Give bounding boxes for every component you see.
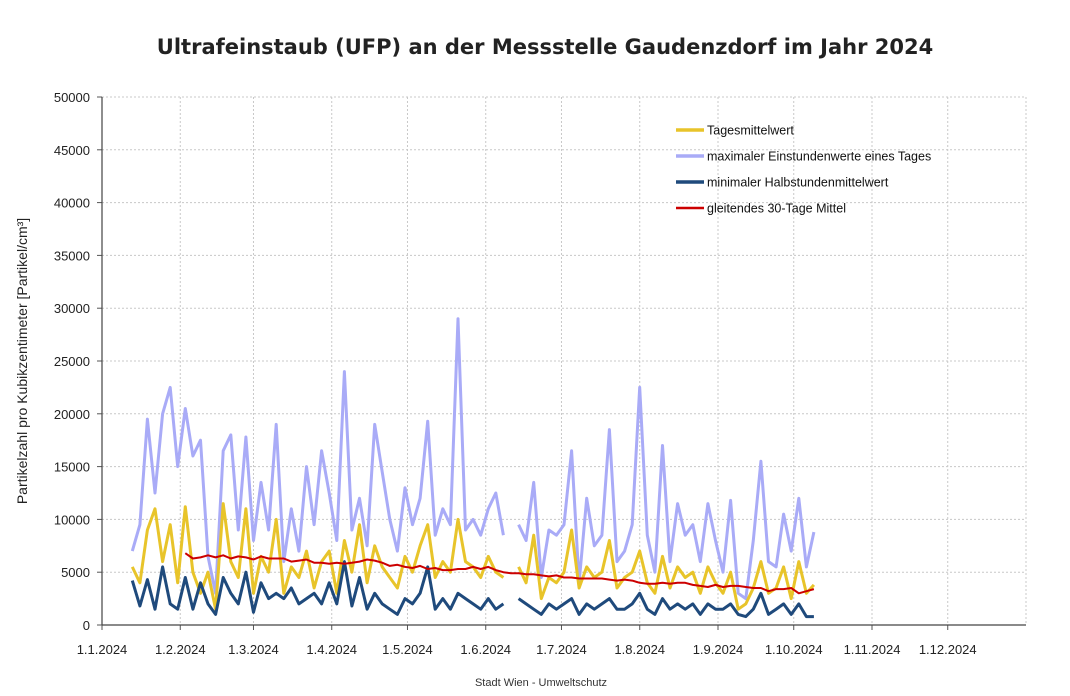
y-axis-label: Partikelzahl pro Kubikzentimeter [Partik…	[14, 218, 30, 504]
y-tick-label: 20000	[54, 407, 90, 422]
y-tick-label: 5000	[61, 565, 90, 580]
legend-label: gleitendes 30-Tage Mittel	[707, 202, 846, 216]
gridlines	[102, 96, 1027, 625]
series-lines	[130, 317, 816, 619]
series-line-3	[184, 552, 815, 595]
y-tick-label: 10000	[54, 512, 90, 527]
x-tick-label: 1.1.2024	[77, 642, 128, 657]
x-tick-label: 1.10.2024	[765, 642, 823, 657]
axes: 0 5000 10000 15000 20000 25000 30000 35000 40000…	[54, 90, 1026, 657]
x-tick-label: 1.9.2024	[693, 642, 744, 657]
x-tick-label: 1.11.2024	[844, 642, 901, 657]
chart-title: Ultrafeinstaub (UFP) an der Messstelle G…	[157, 35, 933, 59]
y-tick-label: 40000	[54, 196, 90, 211]
legend: Tagesmittelwert maximaler Einstundenwerte…	[676, 124, 931, 216]
y-tick-label: 15000	[54, 460, 90, 475]
series-line-0	[130, 502, 816, 611]
y-tick-label: 0	[83, 618, 90, 633]
y-tick-label: 50000	[54, 90, 90, 105]
footer-credit: Stadt Wien - Umweltschutz	[475, 677, 607, 689]
x-tick-label: 1.3.2024	[228, 642, 279, 657]
y-tick-label: 35000	[54, 248, 90, 263]
x-tick-label: 1.6.2024	[460, 642, 511, 657]
x-tick-label: 1.7.2024	[536, 642, 587, 657]
y-tick-label: 45000	[54, 143, 90, 158]
series-line-1	[130, 317, 816, 601]
x-tick-label: 1.12.2024	[919, 642, 977, 657]
legend-label: minimaler Halbstundenmittelwert	[707, 176, 889, 190]
legend-label: Tagesmittelwert	[707, 124, 794, 138]
x-tick-label: 1.2.2024	[155, 642, 206, 657]
x-tick-label: 1.8.2024	[614, 642, 665, 657]
legend-label: maximaler Einstundenwerte eines Tages	[707, 150, 931, 164]
x-tick-label: 1.4.2024	[306, 642, 357, 657]
x-tick-label: 1.5.2024	[382, 642, 433, 657]
y-tick-label: 25000	[54, 354, 90, 369]
series-line-2	[130, 560, 814, 619]
y-tick-label: 30000	[54, 301, 90, 316]
